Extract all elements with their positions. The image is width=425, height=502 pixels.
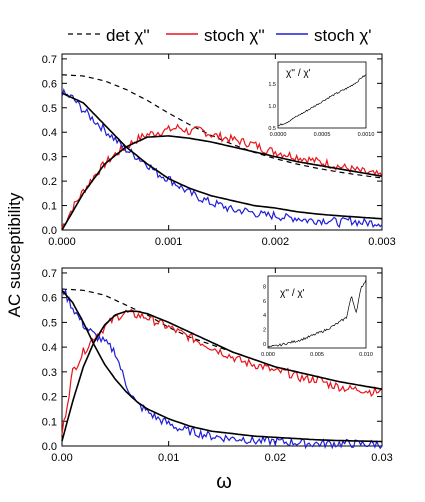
inset-plot: 0.0000 0.0005 0.0010 0.5 1.0 1.5 χ'' / χ' [268, 61, 375, 138]
inset-y-tick-label: 8 [263, 284, 266, 290]
stoch-chi-re-line [61, 88, 383, 229]
y-tick-label: 0.5 [42, 317, 57, 329]
x-tick-label: 0.002 [262, 236, 290, 248]
inset-ratio-line [277, 74, 367, 127]
x-tick-label: 0.01 [158, 452, 179, 464]
inset-y-tick-label: 0 [263, 342, 266, 348]
inset-x-tick-label: 0.0000 [270, 132, 287, 138]
y-axis-label: AC susceptibility [5, 192, 24, 317]
x-tick-label: 0.03 [371, 452, 392, 464]
y-tick-label: 0.2 [42, 176, 57, 188]
inset-y-tick-label: 1.0 [268, 104, 276, 110]
inset-label: χ'' / χ' [286, 68, 311, 79]
fit-curve-line [61, 310, 383, 442]
inset-x-tick-label: 0.0010 [358, 132, 375, 138]
inset-x-tick-label: 0.010 [359, 352, 373, 358]
y-tick-label: 0.3 [42, 367, 57, 379]
stoch-chi-im-line [61, 123, 383, 228]
inset-y-tick-label: 0.5 [268, 126, 276, 132]
x-axis-label: ω [216, 471, 232, 493]
y-tick-label: 0.5 [42, 103, 57, 115]
inset-y-tick-label: 4 [263, 313, 266, 319]
legend-det-label: det χ'' [106, 26, 150, 45]
inset-ratio-line [267, 279, 367, 348]
inset-frame [277, 61, 367, 129]
inset-plot: 0.000 0.005 0.010 0 2 4 6 8 χ'' / χ' [261, 275, 373, 358]
legend: det χ'' stoch χ'' stoch χ' [68, 26, 372, 45]
inset-y-tick-label: 2 [263, 328, 266, 334]
inset-frame [267, 275, 367, 349]
inset-x-tick-label: 0.0005 [314, 132, 331, 138]
fit-curve-line [61, 135, 383, 231]
inset-x-tick-label: 0.005 [310, 352, 324, 358]
inset-y-tick-label: 6 [263, 299, 266, 305]
inset-x-tick-label: 0.000 [261, 352, 275, 358]
plot-frame [61, 53, 383, 231]
legend-stoch-im-label: stoch χ'' [204, 26, 265, 45]
y-tick-label: 0.4 [42, 342, 57, 354]
plot-frame [61, 267, 383, 447]
legend-stoch-re-label: stoch χ' [314, 26, 372, 45]
y-tick-label: 0.1 [42, 201, 57, 213]
y-tick-label: 0.7 [42, 54, 57, 66]
inset-y-tick-label: 1.5 [268, 82, 276, 88]
x-tick-label: 0.001 [155, 236, 183, 248]
y-tick-label: 0.0 [42, 441, 57, 453]
y-tick-label: 0.3 [42, 152, 57, 164]
y-tick-label: 0.6 [42, 78, 57, 90]
y-tick-label: 0.6 [42, 293, 57, 305]
y-tick-label: 0.2 [42, 392, 57, 404]
y-tick-label: 0.1 [42, 416, 57, 428]
x-tick-label: 0.02 [265, 452, 286, 464]
fit-curve-line [61, 289, 383, 443]
y-tick-label: 0.7 [42, 268, 57, 280]
fit-curve-line [61, 92, 383, 220]
inset-label: χ'' / χ' [280, 288, 305, 299]
x-tick-label: 0.000 [48, 236, 76, 248]
y-tick-label: 0.0 [42, 225, 57, 237]
x-tick-label: 0.003 [368, 236, 396, 248]
bottom-panel: 0.0 0.1 0.2 0.3 0.4 0.5 0.6 0.7 0.00 0.01 0.02 0.03… [42, 267, 393, 464]
x-tick-label: 0.00 [51, 452, 72, 464]
top-panel: 0.0 0.1 0.2 0.3 0.4 0.5 0.6 0.7 0.000 0.001 0.002 0… [42, 53, 396, 248]
y-tick-label: 0.4 [42, 127, 57, 139]
